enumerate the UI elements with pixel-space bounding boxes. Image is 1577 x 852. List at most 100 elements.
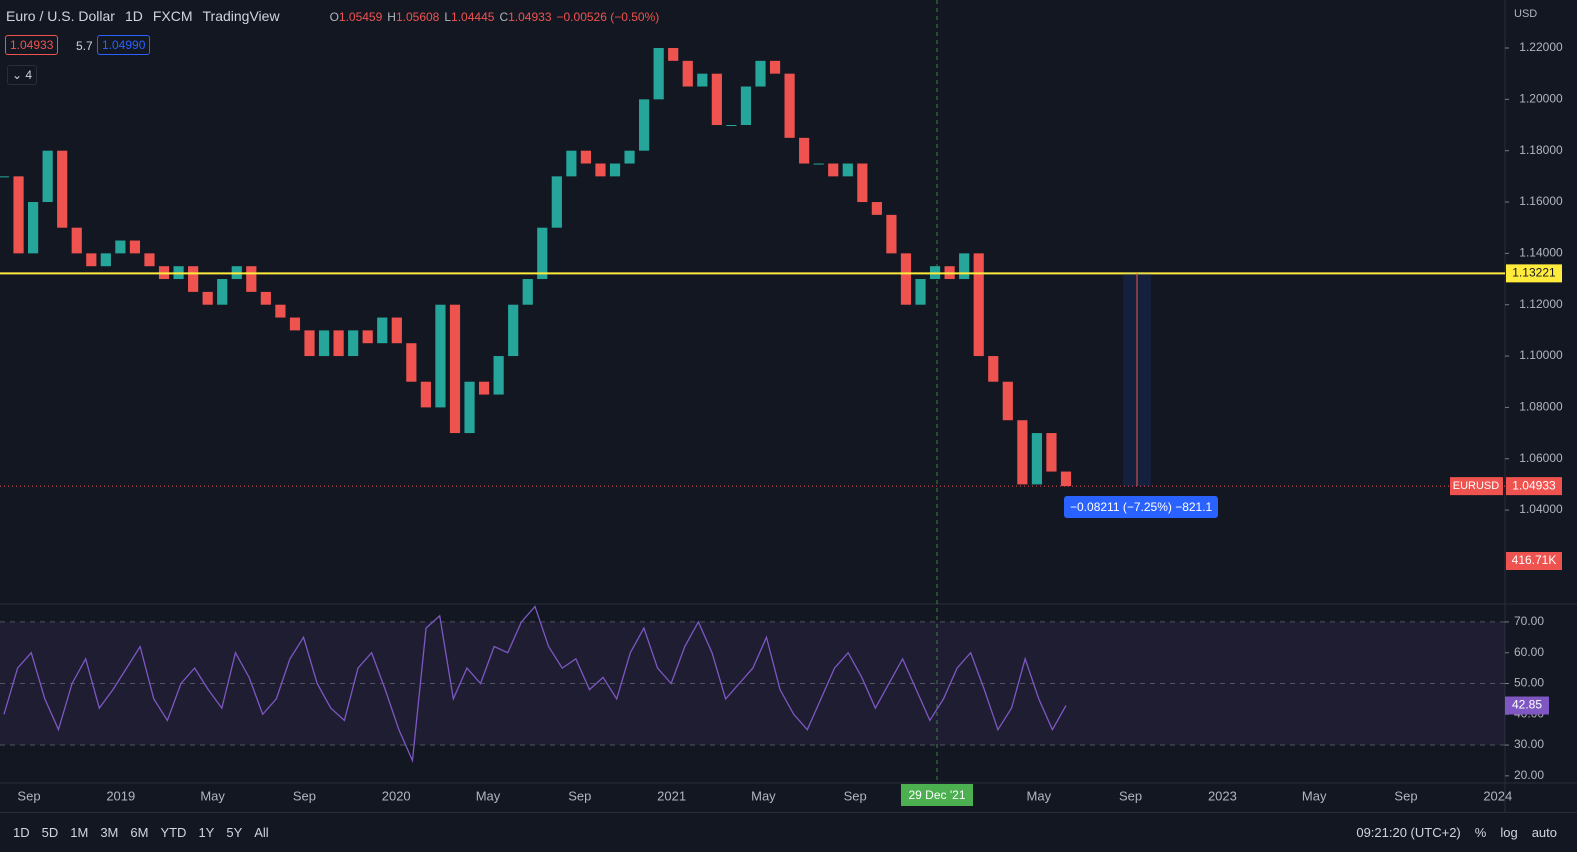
range-button[interactable]: 5Y [226, 825, 243, 840]
x-tick-label: 2023 [1208, 788, 1237, 803]
symbol[interactable]: Euro / U.S. Dollar [6, 8, 115, 24]
range-button[interactable]: 1Y [198, 825, 215, 840]
candle [478, 381, 490, 395]
range-button[interactable]: 6M [130, 825, 149, 840]
footer: 1D 5D 1M 3M 6M YTD 1Y 5Y All 09:21:20 (UTC+2) % l… [0, 812, 1577, 852]
y-tick-label: 1.18000 [1519, 143, 1563, 157]
candle [639, 99, 650, 151]
y-tick-label: 1.22000 [1519, 40, 1563, 54]
candle [202, 291, 213, 305]
candle [1046, 433, 1057, 472]
y-tick-label: 50.00 [1514, 676, 1544, 690]
y-tick-label: 70.00 [1514, 614, 1544, 628]
ohlc-value: 1.05608 [395, 10, 440, 24]
level-tag: 1.13221 [1512, 266, 1556, 280]
candle [217, 279, 228, 305]
candle [57, 150, 68, 228]
candle [668, 48, 679, 61]
candle [682, 60, 693, 87]
rsi-tag-bg [1505, 696, 1549, 715]
candle [813, 163, 824, 165]
candle [915, 279, 926, 305]
candle [100, 253, 111, 267]
candle [144, 253, 155, 267]
scale-toggle[interactable]: auto [1531, 825, 1557, 840]
range-button[interactable]: 5D [41, 825, 59, 840]
scale-toggle[interactable]: log [1500, 825, 1518, 840]
y-tick-label: 20.00 [1514, 768, 1544, 782]
candle [799, 137, 810, 164]
volume-tag-bg [1506, 552, 1562, 570]
x-tick-label: Sep [568, 788, 591, 803]
candle [289, 317, 301, 331]
ohlc-label: C [499, 10, 509, 24]
spread: 5.7 [76, 39, 93, 53]
ohlc-label: H [387, 10, 396, 24]
crosshair-label: 29 Dec '21 [909, 788, 966, 802]
scale-toggle[interactable]: % [1474, 825, 1487, 840]
volume-tag: 416.71K [1512, 553, 1557, 567]
level-tag-bg [1506, 264, 1562, 283]
candle [260, 291, 271, 305]
indicators-count: 4 [25, 68, 33, 82]
x-tick-label: May [1027, 788, 1052, 803]
interval: 1D [124, 8, 143, 24]
ohlc-value: 1.05459 [338, 10, 383, 24]
symbol-tag-bg [1450, 477, 1503, 496]
y-tick-label: 1.16000 [1519, 194, 1563, 208]
indicators-toggle[interactable]: ⌄ 4 [7, 65, 38, 85]
x-tick-label: 2020 [382, 788, 411, 803]
candle [449, 304, 461, 434]
candle [697, 73, 708, 87]
last-tag-bg [1506, 477, 1562, 496]
range-button[interactable]: 1D [13, 825, 30, 840]
crosshair-label-bg [901, 784, 973, 806]
range-button[interactable]: 1M [70, 825, 89, 840]
candle [522, 279, 533, 305]
candle [129, 240, 141, 254]
candle [842, 163, 853, 177]
candle [115, 240, 126, 254]
x-tick-label: 2021 [657, 788, 686, 803]
clock: 09:21:20 (UTC+2) [1356, 825, 1461, 840]
currency[interactable]: USD [1514, 8, 1538, 20]
x-tick-label: Sep [844, 788, 867, 803]
candle [1017, 420, 1028, 485]
candle [508, 304, 519, 357]
candle [188, 266, 199, 292]
symbol-tag: EURUSD [1453, 480, 1500, 492]
source: TradingView [202, 8, 280, 24]
x-tick-label: 2024 [1483, 788, 1512, 803]
buy-button[interactable]: 1.04990 [97, 35, 151, 55]
candle [28, 202, 39, 254]
candle [900, 253, 912, 305]
y-tick-label: 1.06000 [1519, 451, 1563, 465]
ohlc-label: O [329, 10, 339, 24]
y-tick-label: 1.10000 [1519, 348, 1563, 362]
measure-label: −0.08211 (−7.25%) −821.1 [1064, 496, 1219, 518]
x-tick-label: May [1302, 788, 1327, 803]
candle [420, 381, 431, 408]
candle [406, 343, 417, 382]
candle [493, 356, 504, 395]
ohlc-label: L [444, 10, 452, 24]
last-tag: 1.04933 [1512, 478, 1556, 492]
candle [755, 60, 766, 87]
change: −0.00526 (−0.50%) [556, 10, 660, 24]
candle [769, 60, 781, 74]
range-button[interactable]: All [254, 825, 269, 840]
candle [537, 227, 548, 280]
sell-button[interactable]: 1.04933 [5, 35, 59, 55]
candle [886, 214, 897, 254]
range-button[interactable]: YTD [160, 825, 187, 840]
range-button[interactable]: 3M [100, 825, 119, 840]
rsi-tag: 42.85 [1512, 698, 1542, 712]
rsi-line [3, 605, 1067, 763]
candle [1031, 433, 1042, 485]
ohlc-value: 1.04445 [451, 10, 495, 24]
candle [1002, 381, 1013, 421]
candle [653, 48, 664, 100]
candle [333, 330, 344, 357]
candle [304, 330, 315, 357]
